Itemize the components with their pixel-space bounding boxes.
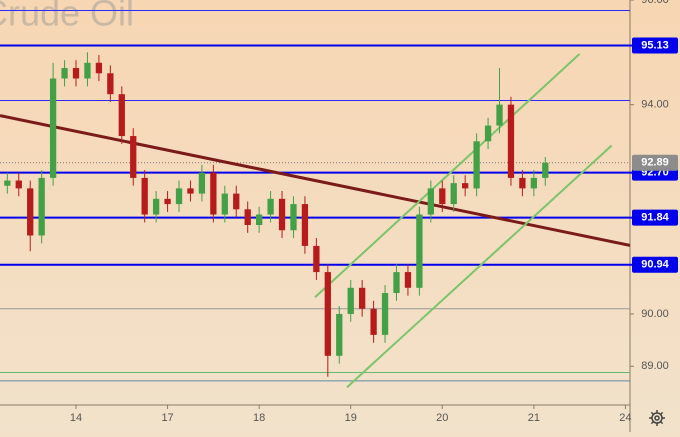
candle-body <box>175 188 183 205</box>
candle-body <box>141 177 148 215</box>
price-level-label: 95.13 <box>641 39 669 51</box>
last-price-label: 92.89 <box>641 157 669 169</box>
y-tick-label: 89.00 <box>641 360 669 372</box>
candle-body <box>72 68 80 79</box>
price-level-badge <box>632 256 678 273</box>
candle-body <box>107 73 114 95</box>
candle-body <box>278 198 286 231</box>
candle-body <box>164 198 171 205</box>
candle-body <box>221 193 228 215</box>
y-tick-label: 96.00 <box>641 0 669 6</box>
candle-body <box>324 272 331 356</box>
candle-body <box>244 209 251 225</box>
candle-body <box>393 272 400 294</box>
settings-icon[interactable] <box>649 410 665 426</box>
candle-body <box>519 177 526 189</box>
candle-body <box>450 183 457 205</box>
candle-body <box>210 172 217 215</box>
candle-body <box>152 198 160 215</box>
watermark-title: Crude Oil <box>0 0 134 34</box>
x-tick-label: 24 <box>619 412 631 424</box>
x-tick-label: 17 <box>161 412 173 424</box>
candle-body <box>404 272 412 288</box>
price-level-label: 91.84 <box>641 212 669 224</box>
candle-body <box>187 188 194 194</box>
candle-body <box>370 308 377 335</box>
candle-body <box>496 104 503 126</box>
candle-body <box>313 245 320 273</box>
x-tick-label: 20 <box>436 412 448 424</box>
candle-body <box>336 313 343 356</box>
y-tick-label: 94.00 <box>641 99 669 111</box>
candle-body <box>255 214 263 225</box>
candle-body <box>484 125 492 142</box>
x-tick-label: 19 <box>345 412 357 424</box>
x-tick-label: 14 <box>70 412 82 424</box>
candle-body <box>84 62 91 79</box>
trendline <box>314 53 581 298</box>
candle-body <box>462 183 469 189</box>
price-level-badge <box>632 37 678 54</box>
y-tick-label: 90.00 <box>641 308 669 320</box>
candle-body <box>61 68 68 79</box>
candle-body <box>473 141 480 189</box>
candle-body <box>507 104 515 178</box>
candle-body <box>130 136 137 178</box>
trendline <box>346 144 613 388</box>
candle-body <box>381 293 389 335</box>
candle-body <box>38 177 45 236</box>
candle-body <box>27 188 34 236</box>
price-level-label: 90.94 <box>641 259 669 271</box>
candle-body <box>118 94 125 137</box>
candle-body <box>49 78 57 178</box>
candle-body <box>427 188 434 215</box>
candle-body <box>198 172 206 194</box>
candle-body <box>15 180 22 189</box>
candle-body <box>347 287 354 314</box>
x-tick-label: 21 <box>528 412 540 424</box>
candle-body <box>290 204 297 231</box>
plot-area <box>0 9 630 388</box>
candle-body <box>359 287 366 309</box>
candle-body <box>530 177 537 189</box>
candle-body <box>416 214 423 288</box>
candle-body <box>4 180 11 186</box>
last-price-badge <box>632 154 678 171</box>
candle-body <box>542 162 549 178</box>
candle-body <box>95 62 103 74</box>
price-level-badge <box>632 209 678 226</box>
candle-body <box>233 193 240 210</box>
x-tick-label: 18 <box>253 412 265 424</box>
candle-body <box>267 198 274 215</box>
candle-body <box>301 204 309 246</box>
price-axis: 96.0094.0090.0089.0095.1392.7091.8490.94… <box>630 0 678 372</box>
candle-body <box>439 188 446 205</box>
